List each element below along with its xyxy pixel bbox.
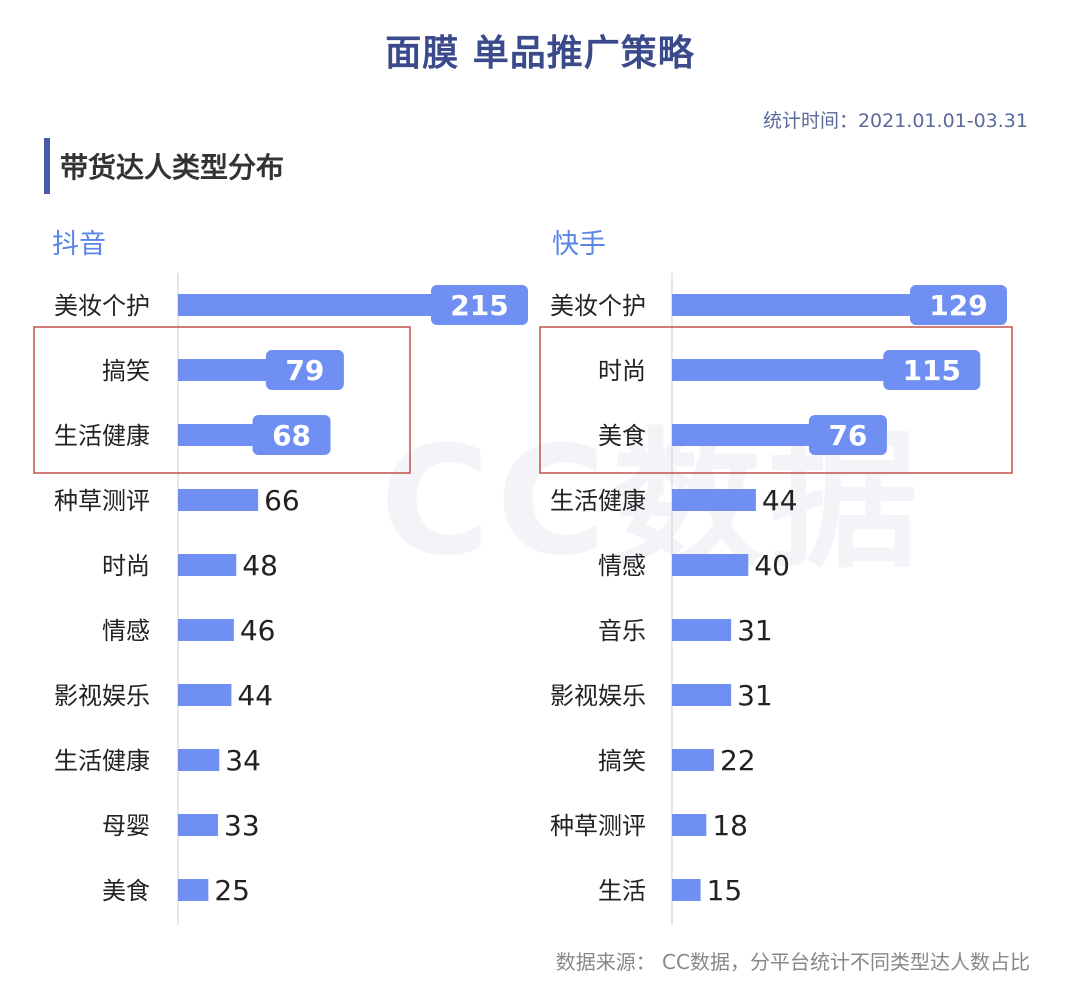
kuaishou-category-label: 时尚 xyxy=(598,357,646,385)
kuaishou-value-label: 76 xyxy=(828,419,867,452)
kuaishou-category-label: 搞笑 xyxy=(598,747,646,775)
kuaishou-category-label: 情感 xyxy=(598,552,646,580)
kuaishou-value-badge xyxy=(883,350,981,390)
kuaishou-value-label: 129 xyxy=(929,289,987,322)
kuaishou-bar xyxy=(672,489,756,511)
kuaishou-category-label: 音乐 xyxy=(598,617,646,645)
douyin-category-label: 生活健康 xyxy=(54,422,150,450)
kuaishou-category-label: 种草测评 xyxy=(550,812,646,840)
douyin-bar xyxy=(178,294,439,316)
kuaishou-category-label: 影视娱乐 xyxy=(550,682,646,710)
douyin-bar xyxy=(178,359,274,381)
douyin-value-label: 215 xyxy=(450,289,508,322)
douyin-value-label: 68 xyxy=(272,419,311,452)
kuaishou-category-label: 美食 xyxy=(598,422,646,450)
douyin-bar xyxy=(178,424,261,446)
douyin-value-badge xyxy=(252,415,331,455)
kuaishou-bar xyxy=(672,749,714,771)
douyin-category-label: 美食 xyxy=(102,877,150,905)
kuaishou-bar xyxy=(672,424,817,446)
douyin-category-label: 影视娱乐 xyxy=(54,682,150,710)
douyin-bar xyxy=(178,879,209,901)
douyin-chart-title: 抖音 xyxy=(52,229,106,260)
kuaishou-category-label: 美妆个护 xyxy=(550,292,646,320)
douyin-bar xyxy=(178,554,237,576)
douyin-value-label: 25 xyxy=(214,874,250,907)
kuaishou-value-badge xyxy=(910,285,1007,325)
kuaishou-category-label: 生活健康 xyxy=(550,487,646,515)
kuaishou-highlight-box xyxy=(539,326,1013,474)
douyin-category-label: 生活健康 xyxy=(54,747,150,775)
kuaishou-value-label: 22 xyxy=(720,744,756,777)
kuaishou-bar xyxy=(672,684,732,706)
section-accent-bar xyxy=(44,138,50,194)
douyin-value-label: 44 xyxy=(237,679,273,712)
douyin-value-badge xyxy=(265,350,344,390)
douyin-category-label: 时尚 xyxy=(102,552,150,580)
kuaishou-value-label: 40 xyxy=(754,549,790,582)
kuaishou-bar xyxy=(672,359,892,381)
kuaishou-chart-title: 快手 xyxy=(552,229,606,260)
stat-time: 统计时间：2021.01.01-03.31 xyxy=(762,110,1028,132)
kuaishou-bar xyxy=(672,814,707,836)
douyin-category-label: 搞笑 xyxy=(102,357,150,385)
kuaishou-value-label: 31 xyxy=(737,614,773,647)
kuaishou-value-label: 18 xyxy=(712,809,748,842)
section-title: 带货达人类型分布 xyxy=(60,151,285,184)
douyin-category-label: 种草测评 xyxy=(54,487,150,515)
douyin-bar xyxy=(178,749,220,771)
douyin-value-label: 48 xyxy=(242,549,278,582)
douyin-value-label: 33 xyxy=(224,809,260,842)
kuaishou-category-label: 生活 xyxy=(598,877,646,905)
douyin-bar xyxy=(178,619,234,641)
kuaishou-bar xyxy=(672,554,749,576)
kuaishou-value-label: 31 xyxy=(737,679,773,712)
kuaishou-value-badge xyxy=(808,415,887,455)
douyin-value-label: 46 xyxy=(240,614,276,647)
douyin-category-label: 美妆个护 xyxy=(54,292,150,320)
kuaishou-bar xyxy=(672,619,732,641)
douyin-bar xyxy=(178,489,259,511)
kuaishou-value-label: 44 xyxy=(762,484,798,517)
douyin-highlight-box xyxy=(33,326,411,474)
douyin-category-label: 母婴 xyxy=(102,812,150,840)
douyin-value-label: 34 xyxy=(225,744,261,777)
douyin-category-label: 情感 xyxy=(102,617,150,645)
kuaishou-bar xyxy=(672,879,701,901)
douyin-bar xyxy=(178,684,232,706)
douyin-value-label: 79 xyxy=(285,354,324,387)
page-title: 面膜 单品推广策略 xyxy=(385,33,695,74)
douyin-bar xyxy=(178,814,219,836)
data-source: 数据来源： CC数据，分平台统计不同类型达人数占比 xyxy=(555,950,1030,974)
kuaishou-value-label: 15 xyxy=(707,874,743,907)
kuaishou-bar xyxy=(672,294,918,316)
douyin-value-label: 66 xyxy=(264,484,300,517)
douyin-value-badge xyxy=(431,285,528,325)
kuaishou-value-label: 115 xyxy=(903,354,961,387)
